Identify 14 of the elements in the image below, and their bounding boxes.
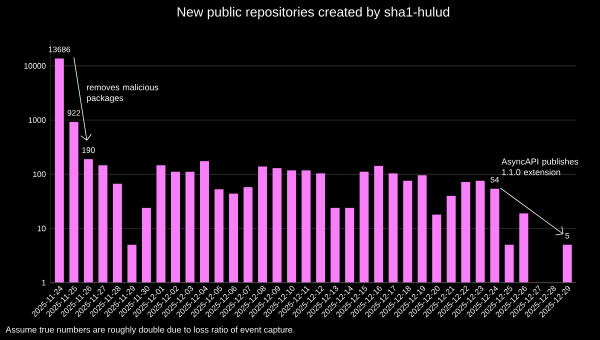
y-tick-label: 1 [42,280,46,286]
data-label: 190 [82,147,95,153]
data-label: 54 [490,176,499,183]
data-label: 922 [68,110,80,116]
y-tick-label: 1000 [28,117,46,123]
chart-title: New public repositories created by sha1-hulud [178,6,450,20]
y-tick-label: 100 [33,171,46,178]
y-tick-label: 10 [38,226,46,232]
annotation: AsyncAPI publishes 1.1.0 extension [501,158,578,176]
data-label: 5 [565,232,570,239]
y-tick-label: 10000 [24,63,46,69]
annotation: removes malicious packages [86,84,158,103]
data-label: 13686 [48,46,70,52]
text: Assume true numbers are roughly double due to loss ratio of event capture. [6,326,294,334]
